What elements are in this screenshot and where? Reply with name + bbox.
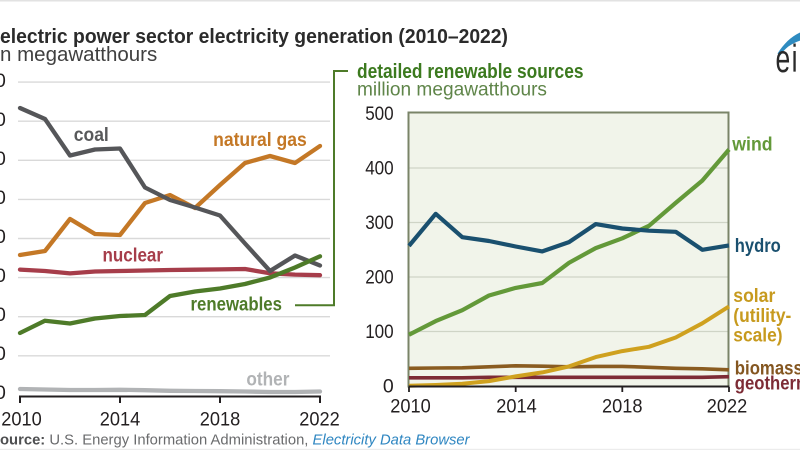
svg-text:500: 500 <box>0 304 6 326</box>
svg-text:biomass: biomass <box>735 358 800 379</box>
svg-text:2010: 2010 <box>1 409 42 431</box>
svg-text:(utility-: (utility- <box>733 306 791 327</box>
svg-text:2022: 2022 <box>299 409 340 431</box>
svg-text:500: 500 <box>365 103 394 125</box>
svg-text:other: other <box>246 369 290 390</box>
svg-text:300: 300 <box>365 212 394 234</box>
svg-text:wind: wind <box>731 135 772 156</box>
svg-text:eia: eia <box>776 38 800 81</box>
svg-text:solar: solar <box>733 286 776 307</box>
svg-text:hydro: hydro <box>735 236 781 257</box>
svg-text:renewables: renewables <box>191 295 282 316</box>
svg-text:250: 250 <box>0 343 6 365</box>
svg-text:2010: 2010 <box>390 396 431 418</box>
svg-text:400: 400 <box>365 158 394 180</box>
svg-text:0: 0 <box>0 382 6 404</box>
svg-text:geothermal: geothermal <box>735 373 800 394</box>
svg-text:detailed renewable sources: detailed renewable sources <box>357 61 584 83</box>
svg-text:750: 750 <box>0 265 6 287</box>
svg-text:coal: coal <box>74 125 109 146</box>
svg-text:1,750: 1,750 <box>0 109 6 131</box>
svg-text:2014: 2014 <box>100 409 141 431</box>
svg-text:n megawatthours: n megawatthours <box>0 43 157 66</box>
svg-text:nuclear: nuclear <box>103 246 164 267</box>
svg-text:100: 100 <box>365 321 394 343</box>
svg-text:2018: 2018 <box>602 396 643 418</box>
svg-text:electric power sector electric: electric power sector electricity genera… <box>0 25 508 48</box>
svg-text:2018: 2018 <box>200 409 241 431</box>
svg-text:1,000: 1,000 <box>0 226 6 248</box>
svg-text:2,000: 2,000 <box>0 70 6 92</box>
svg-text:1,250: 1,250 <box>0 187 6 209</box>
svg-text:natural gas: natural gas <box>213 130 307 151</box>
svg-text:2022: 2022 <box>707 396 748 418</box>
svg-text:0: 0 <box>383 376 394 398</box>
svg-text:2014: 2014 <box>496 396 537 418</box>
svg-text:ource: U.S. Energy Information: ource: U.S. Energy Information Administr… <box>0 433 471 449</box>
svg-text:million megawatthours: million megawatthours <box>357 79 547 101</box>
svg-text:200: 200 <box>365 267 394 289</box>
svg-text:1,500: 1,500 <box>0 148 6 170</box>
svg-text:scale): scale) <box>733 326 782 347</box>
